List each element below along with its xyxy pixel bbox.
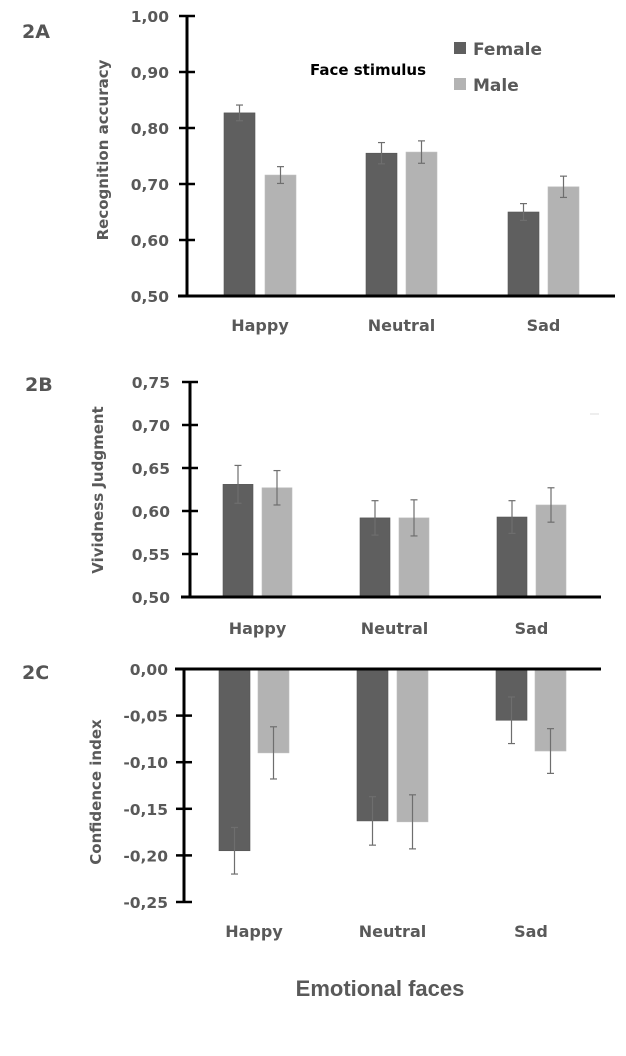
error-bar-female-neutral — [371, 500, 379, 536]
y-tick-label: 0,70 — [132, 417, 170, 435]
error-bar-male-happy — [270, 726, 277, 780]
x-category-label-neutral: Neutral — [359, 922, 426, 941]
error-bar-female-happy — [234, 464, 242, 504]
error-bar-male-sad — [547, 487, 555, 523]
x-category-label-sad: Sad — [527, 316, 561, 335]
bar-female-neutral — [365, 152, 398, 297]
y-tick-label: -0,20 — [123, 847, 168, 865]
y-tick-label: 0,70 — [131, 176, 169, 194]
y-tick-label: 0,75 — [132, 374, 170, 392]
panel-label-2c: 2C — [22, 662, 49, 684]
legend-swatch-female — [454, 42, 466, 54]
bar-female-neutral — [356, 668, 389, 822]
x-category-label-happy: Happy — [229, 619, 287, 638]
legend-label-female: Female — [473, 40, 542, 60]
legend-title: Face stimulus — [310, 61, 426, 79]
error-bar-male-sad — [547, 728, 554, 774]
y-tick-label: 0,60 — [132, 503, 170, 521]
error-bar-male-happy — [277, 166, 284, 185]
x-category-label-sad: Sad — [515, 619, 549, 638]
error-bar-male-happy — [273, 469, 281, 506]
y-tick-label: -0,15 — [123, 801, 168, 819]
y-tick-label: 0,60 — [131, 232, 169, 250]
bar-male-happy — [261, 487, 293, 598]
legend-swatch-male — [454, 78, 466, 90]
y-tick-label: 0,80 — [131, 120, 169, 138]
x-axis-title: Emotional faces — [296, 976, 465, 1001]
panel-2b: 2B Vividness Judgment 0,50 0,55 0,60 0,65 0,… — [25, 374, 601, 638]
y-axis-title-2c: Confidence index — [87, 719, 105, 865]
error-bar-female-sad — [520, 203, 527, 221]
panel-2a: 2A Recognition accuracy Face stimulus Fe… — [22, 8, 615, 335]
x-category-label-happy: Happy — [231, 316, 289, 335]
x-category-label-neutral: Neutral — [361, 619, 428, 638]
y-tick-label: 0,55 — [132, 546, 170, 564]
y-tick-label: 1,00 — [131, 8, 169, 26]
y-tick-label: -0,05 — [123, 708, 168, 726]
y-tick-label: -0,10 — [123, 754, 168, 772]
y-tick-label: -0,25 — [123, 894, 168, 912]
error-bar-female-neutral — [378, 141, 385, 165]
error-bar-male-sad — [560, 175, 567, 199]
error-bar-male-neutral — [418, 140, 425, 164]
y-axis-title-2b: Vividness Judgment — [89, 406, 107, 573]
bar-male-happy — [264, 174, 297, 297]
legend-label-male: Male — [473, 76, 519, 96]
error-bar-female-happy — [231, 826, 238, 875]
error-bar-male-neutral — [409, 794, 416, 850]
y-tick-label: 0,65 — [132, 460, 170, 478]
error-bar-female-happy — [236, 104, 243, 122]
error-bar-female-sad — [508, 500, 516, 534]
bar-female-happy — [218, 668, 251, 852]
bar-female-happy — [223, 112, 256, 297]
error-bar-male-neutral — [410, 499, 418, 537]
bar-male-sad — [547, 186, 580, 297]
panel-label-2b: 2B — [25, 374, 53, 396]
error-bar-female-neutral — [369, 796, 376, 846]
y-tick-label: 0,00 — [130, 661, 168, 679]
x-category-label-sad: Sad — [514, 922, 548, 941]
panel-2c: 2C Confidence index -0,25 -0,20 -0,15 -0,10… — [22, 661, 601, 941]
x-category-label-happy: Happy — [225, 922, 283, 941]
y-axis-title-2a: Recognition accuracy — [94, 59, 112, 240]
x-category-label-neutral: Neutral — [368, 316, 435, 335]
y-tick-label: 0,50 — [132, 589, 170, 607]
y-tick-label: 0,90 — [131, 64, 169, 82]
panel-label-2a: 2A — [22, 21, 50, 43]
y-tick-label: 0,50 — [131, 288, 169, 306]
bar-male-neutral — [405, 151, 438, 297]
bar-female-sad — [507, 211, 540, 297]
error-bar-female-sad — [508, 696, 515, 745]
